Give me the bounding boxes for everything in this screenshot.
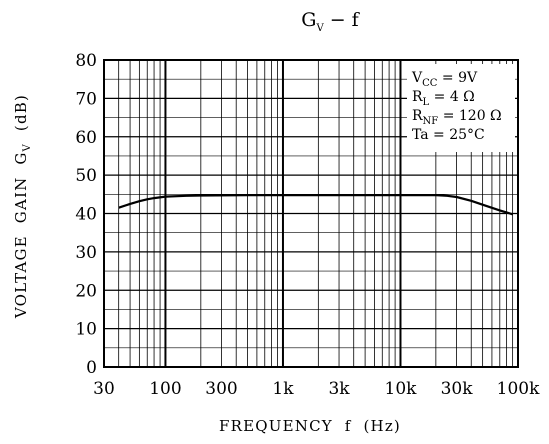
title-sub: V: [315, 23, 324, 34]
conditions-box-bg: [407, 64, 515, 152]
condition-value: = 120 Ω: [438, 108, 501, 124]
y-tick-label: 30: [75, 243, 97, 263]
y-tick-label: 10: [75, 320, 97, 340]
x-tick-label: 30: [93, 379, 115, 399]
x-tick-label: 10k: [385, 379, 418, 399]
condition-value: = 4 Ω: [429, 89, 475, 105]
x-tick-label: 300: [205, 379, 237, 399]
x-tick-label: 30k: [441, 379, 474, 399]
condition-line: VCC = 9V: [411, 70, 478, 89]
title-rest: − f: [324, 9, 361, 31]
y-title-rest: (dB): [12, 94, 30, 143]
y-tick-label: 80: [75, 51, 97, 71]
y-tick-label: 0: [86, 358, 97, 378]
x-tick-label: 100k: [497, 379, 540, 399]
chart-title: GV − f: [301, 9, 360, 34]
gain-curve: [118, 194, 513, 216]
y-tick-label: 70: [75, 89, 97, 109]
condition-line: RL = 4 Ω: [412, 89, 475, 108]
condition-line: RNF = 120 Ω: [412, 108, 502, 127]
condition-subscript: NF: [423, 116, 439, 127]
condition-line: Ta = 25°C: [412, 127, 485, 143]
x-axis-title: FREQUENCY f (Hz): [219, 417, 401, 435]
curve-layer: [118, 194, 513, 216]
y-title-sub: V: [22, 143, 33, 152]
y-tick-label: 40: [75, 205, 97, 225]
tick-labels: 0 10 20 30 40 50 60 70 80 30 100 300 1k 3k 10k 30k 100k: [75, 51, 540, 399]
x-tick-label: 3k: [328, 379, 350, 399]
condition-value: = 25°C: [429, 127, 485, 143]
x-tick-label: 100: [149, 379, 181, 399]
title-main: G: [301, 9, 316, 31]
condition-symbol: R: [412, 108, 423, 124]
condition-symbol: R: [412, 89, 423, 105]
x-tick-label: 1k: [272, 379, 294, 399]
y-title-main: VOLTAGE GAIN G: [12, 151, 30, 319]
y-tick-label: 50: [75, 166, 97, 186]
condition-symbol: Ta: [412, 127, 429, 143]
y-axis-title: VOLTAGE GAIN GV (dB): [12, 76, 33, 348]
condition-symbol: V: [411, 70, 423, 86]
condition-subscript: L: [423, 97, 430, 108]
y-tick-label: 20: [75, 281, 97, 301]
plot-frame: [103, 59, 519, 368]
y-tick-label: 60: [75, 128, 97, 148]
condition-value: = 9V: [437, 70, 478, 86]
condition-subscript: CC: [422, 78, 438, 89]
